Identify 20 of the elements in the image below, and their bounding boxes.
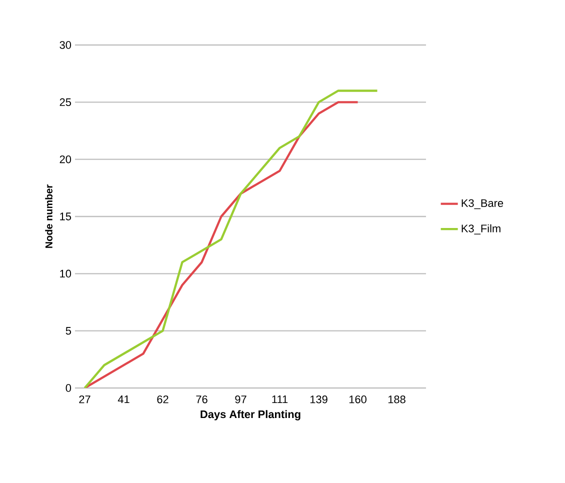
y-axis-title: Node number: [45, 184, 52, 248]
x-tick-label: 27: [79, 396, 90, 404]
x-tick-label: 41: [118, 396, 130, 404]
y-tick-label: 5: [66, 327, 72, 335]
y-tick-label: 10: [60, 270, 72, 278]
y-tick-label: 0: [66, 384, 72, 392]
x-tick-label: 160: [349, 396, 366, 404]
x-tick-label: 76: [196, 396, 208, 404]
x-tick-label: 62: [157, 396, 168, 404]
x-tick-label: 97: [235, 396, 246, 404]
y-tick-label: 20: [60, 155, 72, 164]
legend-label: K3_Film: [462, 224, 500, 234]
x-tick-label: 139: [310, 396, 328, 404]
x-axis-title: Days After Planting: [200, 410, 300, 420]
y-tick-label: 25: [60, 98, 72, 106]
legend-label: K3_Bare: [462, 199, 504, 210]
y-tick-label: 15: [60, 212, 72, 220]
y-tick-label: 30: [60, 41, 72, 49]
x-tick-label: 188: [388, 396, 406, 404]
x-tick-label: 111: [272, 396, 288, 404]
